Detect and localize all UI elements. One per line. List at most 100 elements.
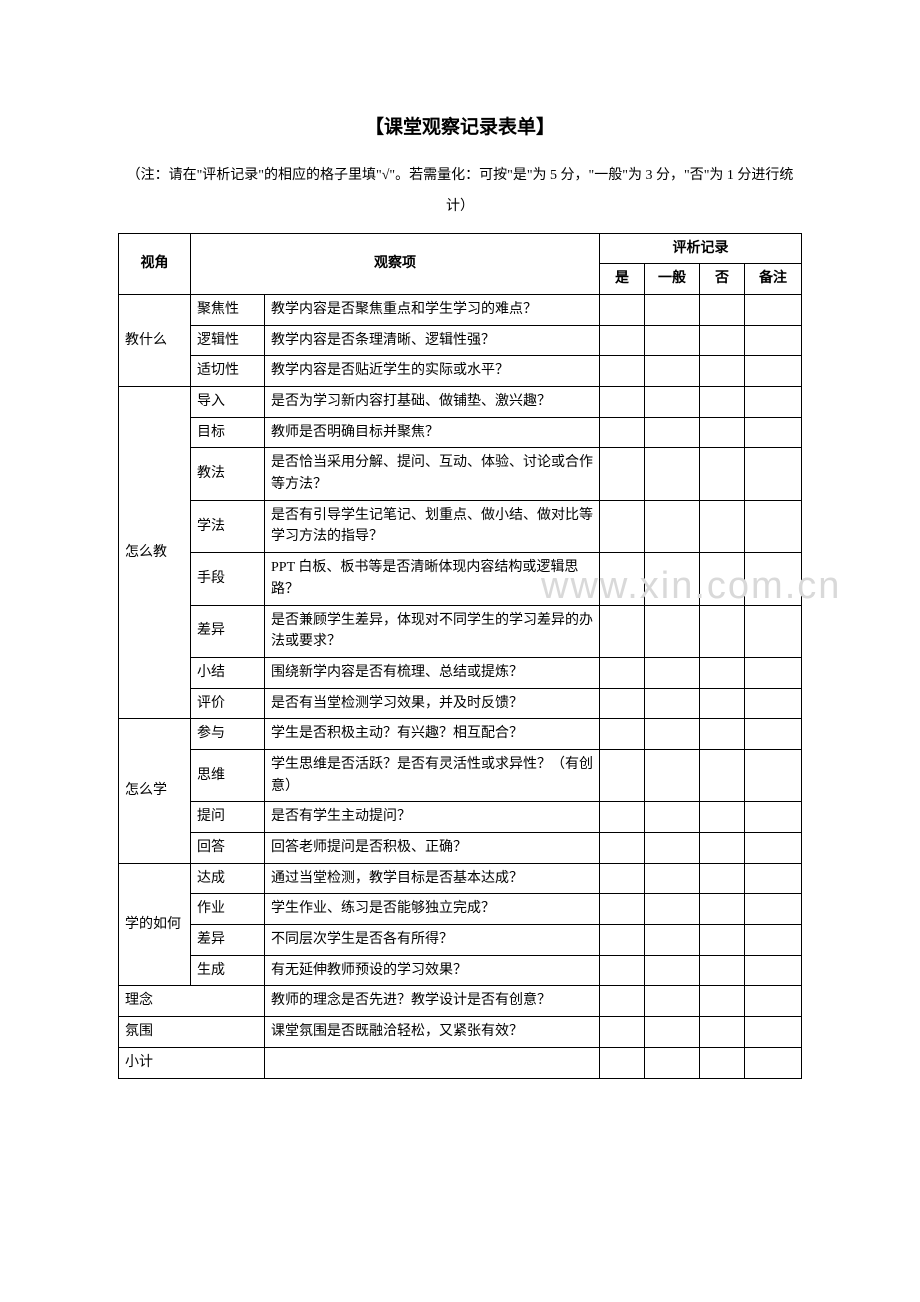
cell-remark[interactable] — [745, 1017, 802, 1048]
cell-general[interactable] — [645, 294, 700, 325]
cell-general[interactable] — [645, 802, 700, 833]
cell-no[interactable] — [700, 1017, 745, 1048]
cell-no[interactable] — [700, 657, 745, 688]
cell-general[interactable] — [645, 955, 700, 986]
cell-general[interactable] — [645, 1047, 700, 1078]
cell-remark[interactable] — [745, 553, 802, 605]
cell-general[interactable] — [645, 553, 700, 605]
cell-yes[interactable] — [600, 925, 645, 956]
cell-no[interactable] — [700, 553, 745, 605]
cell-remark[interactable] — [745, 833, 802, 864]
cell-no[interactable] — [700, 387, 745, 418]
cell-remark[interactable] — [745, 986, 802, 1017]
cell-general[interactable] — [645, 356, 700, 387]
cell-no[interactable] — [700, 605, 745, 657]
cell-general[interactable] — [645, 448, 700, 500]
cell-remark[interactable] — [745, 688, 802, 719]
cell-no[interactable] — [700, 955, 745, 986]
cell-remark[interactable] — [745, 925, 802, 956]
cell-yes[interactable] — [600, 955, 645, 986]
cell-remark[interactable] — [745, 500, 802, 552]
cell-general[interactable] — [645, 925, 700, 956]
question-cell: 有无延伸教师预设的学习效果？ — [265, 955, 600, 986]
cell-no[interactable] — [700, 749, 745, 801]
cell-no[interactable] — [700, 325, 745, 356]
cell-remark[interactable] — [745, 1047, 802, 1078]
cell-general[interactable] — [645, 719, 700, 750]
header-angle: 视角 — [119, 233, 191, 294]
cell-yes[interactable] — [600, 1017, 645, 1048]
cell-no[interactable] — [700, 802, 745, 833]
cell-remark[interactable] — [745, 955, 802, 986]
cell-remark[interactable] — [745, 657, 802, 688]
cell-remark[interactable] — [745, 325, 802, 356]
table-row: 提问 是否有学生主动提问？ — [119, 802, 802, 833]
cell-yes[interactable] — [600, 605, 645, 657]
cell-general[interactable] — [645, 605, 700, 657]
cell-yes[interactable] — [600, 863, 645, 894]
cell-yes[interactable] — [600, 833, 645, 864]
cell-general[interactable] — [645, 325, 700, 356]
cell-general[interactable] — [645, 500, 700, 552]
cell-no[interactable] — [700, 448, 745, 500]
question-text: PPT 白板、板书等是否清晰体现内容结构或逻辑思路？ — [271, 560, 578, 597]
cell-yes[interactable] — [600, 749, 645, 801]
question-cell: 学生作业、练习是否能够独立完成？ — [265, 894, 600, 925]
cell-yes[interactable] — [600, 894, 645, 925]
table-row: 怎么学 参与 学生是否积极主动？有兴趣？相互配合？ — [119, 719, 802, 750]
subtotal-cell[interactable] — [265, 1047, 600, 1078]
cell-no[interactable] — [700, 417, 745, 448]
cell-general[interactable] — [645, 387, 700, 418]
cell-general[interactable] — [645, 1017, 700, 1048]
cell-no[interactable] — [700, 719, 745, 750]
cell-remark[interactable] — [745, 863, 802, 894]
cell-yes[interactable] — [600, 417, 645, 448]
cell-no[interactable] — [700, 294, 745, 325]
cell-no[interactable] — [700, 925, 745, 956]
cell-remark[interactable] — [745, 894, 802, 925]
cell-remark[interactable] — [745, 387, 802, 418]
cell-yes[interactable] — [600, 294, 645, 325]
sub-cell: 生成 — [191, 955, 265, 986]
table-row: 逻辑性 教学内容是否条理清晰、逻辑性强？ — [119, 325, 802, 356]
sub-cell: 手段 — [191, 553, 265, 605]
cell-yes[interactable] — [600, 1047, 645, 1078]
cell-no[interactable] — [700, 688, 745, 719]
cell-no[interactable] — [700, 500, 745, 552]
cell-remark[interactable] — [745, 356, 802, 387]
cell-no[interactable] — [700, 833, 745, 864]
cell-yes[interactable] — [600, 553, 645, 605]
cell-general[interactable] — [645, 833, 700, 864]
cell-general[interactable] — [645, 863, 700, 894]
cell-yes[interactable] — [600, 448, 645, 500]
cell-yes[interactable] — [600, 356, 645, 387]
cell-yes[interactable] — [600, 802, 645, 833]
cell-remark[interactable] — [745, 294, 802, 325]
cell-yes[interactable] — [600, 719, 645, 750]
cell-remark[interactable] — [745, 802, 802, 833]
cell-yes[interactable] — [600, 688, 645, 719]
cell-general[interactable] — [645, 749, 700, 801]
cell-remark[interactable] — [745, 719, 802, 750]
cell-no[interactable] — [700, 1047, 745, 1078]
cell-no[interactable] — [700, 863, 745, 894]
cell-remark[interactable] — [745, 417, 802, 448]
cell-no[interactable] — [700, 986, 745, 1017]
cell-remark[interactable] — [745, 448, 802, 500]
cell-no[interactable] — [700, 356, 745, 387]
cell-remark[interactable] — [745, 605, 802, 657]
cell-no[interactable] — [700, 894, 745, 925]
question-cell: 是否有学生主动提问？ — [265, 802, 600, 833]
cell-yes[interactable] — [600, 500, 645, 552]
cell-general[interactable] — [645, 417, 700, 448]
cell-yes[interactable] — [600, 325, 645, 356]
cell-general[interactable] — [645, 657, 700, 688]
cell-yes[interactable] — [600, 657, 645, 688]
question-cell: 通过当堂检测，教学目标是否基本达成？ — [265, 863, 600, 894]
cell-yes[interactable] — [600, 387, 645, 418]
cell-general[interactable] — [645, 894, 700, 925]
cell-general[interactable] — [645, 986, 700, 1017]
cell-remark[interactable] — [745, 749, 802, 801]
cell-yes[interactable] — [600, 986, 645, 1017]
cell-general[interactable] — [645, 688, 700, 719]
